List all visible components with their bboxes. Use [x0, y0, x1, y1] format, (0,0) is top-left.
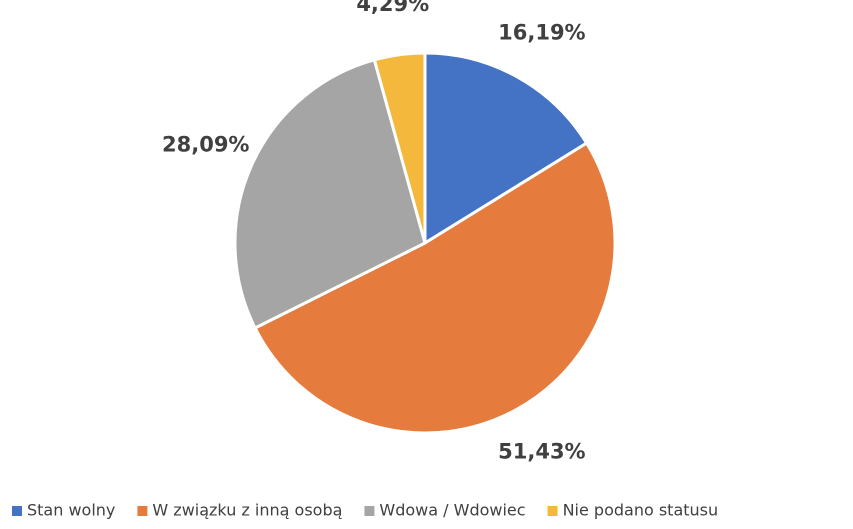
- value-label: 28,09%: [162, 132, 249, 156]
- legend-swatch: [547, 506, 558, 516]
- pie-slice: [423, 51, 589, 246]
- pie-slice: [253, 141, 617, 435]
- legend-label: W związku z inną osobą: [152, 501, 342, 520]
- pie-slice: [233, 58, 427, 330]
- value-label: 51,43%: [498, 440, 585, 464]
- legend-swatch: [364, 506, 375, 516]
- legend-label: Wdowa / Wdowiec: [379, 501, 525, 520]
- legend-label: Nie podano statusu: [563, 501, 719, 520]
- value-label: 4,29%: [356, 0, 429, 16]
- pie-slice: [372, 51, 427, 244]
- value-label: 16,19%: [498, 20, 585, 44]
- legend-swatch: [12, 506, 22, 516]
- legend-label: Stan wolny: [27, 501, 115, 520]
- legend-swatch: [137, 506, 148, 516]
